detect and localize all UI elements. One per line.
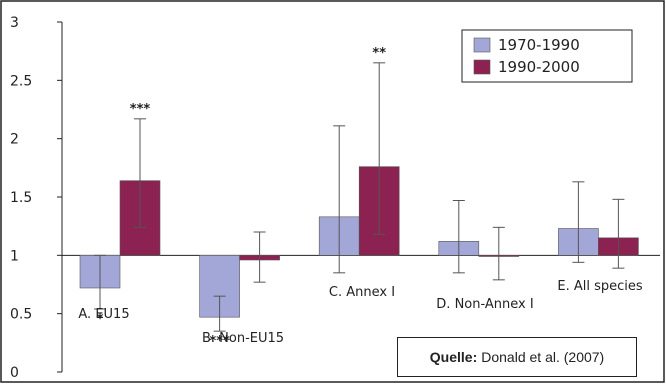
source-text: Donald et al. (2007) bbox=[481, 349, 605, 365]
legend-swatch bbox=[473, 37, 491, 53]
category-label: A. EU15 bbox=[78, 307, 129, 322]
y-tick-label: 3 bbox=[10, 15, 19, 31]
legend-label: 1970-1990 bbox=[498, 36, 580, 54]
category-label: E. All species bbox=[557, 279, 643, 294]
legend-swatch bbox=[473, 59, 491, 75]
significance-label: *** bbox=[130, 102, 151, 117]
source-label: Quelle: bbox=[429, 349, 478, 365]
y-tick-label: 0.5 bbox=[10, 307, 32, 323]
y-tick-label: 1.5 bbox=[10, 190, 32, 206]
significance-label: *** bbox=[209, 334, 230, 349]
y-tick-label: 1 bbox=[10, 248, 19, 264]
source-box: Quelle: Donald et al. (2007) bbox=[397, 337, 637, 377]
y-tick-label: 2 bbox=[10, 132, 19, 148]
y-tick-label: 2.5 bbox=[10, 73, 32, 89]
category-label: D. Non-Annex I bbox=[436, 297, 533, 312]
category-label: B. Non-EU15 bbox=[202, 331, 284, 346]
category-label: C. Annex I bbox=[329, 285, 395, 300]
significance-label: ** bbox=[372, 46, 386, 61]
legend-box bbox=[461, 29, 633, 83]
significance-label: * bbox=[97, 312, 104, 327]
legend-label: 1990-2000 bbox=[498, 58, 580, 76]
y-tick-label: 0 bbox=[10, 365, 19, 381]
